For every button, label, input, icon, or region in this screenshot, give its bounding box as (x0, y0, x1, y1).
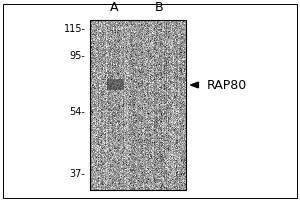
Text: 54-: 54- (70, 107, 86, 117)
Text: B: B (155, 1, 163, 14)
Text: 37-: 37- (70, 169, 86, 179)
Text: 115-: 115- (64, 24, 86, 34)
Bar (90, 20, 186, 190)
Text: 95-: 95- (70, 51, 86, 61)
Text: A: A (110, 1, 118, 14)
Text: RAP80: RAP80 (207, 79, 247, 92)
Polygon shape (190, 82, 198, 88)
